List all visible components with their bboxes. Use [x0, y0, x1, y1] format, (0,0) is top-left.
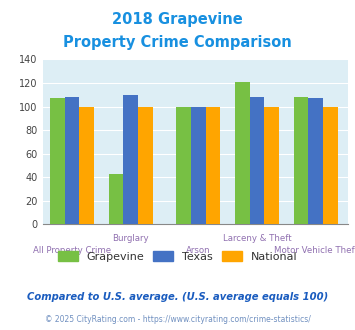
Text: © 2025 CityRating.com - https://www.cityrating.com/crime-statistics/: © 2025 CityRating.com - https://www.city… [45, 315, 310, 324]
Bar [50, 98, 65, 224]
Bar [250, 97, 264, 224]
Bar [264, 107, 279, 224]
Bar [65, 97, 79, 224]
Bar [138, 107, 153, 224]
Bar [308, 98, 323, 224]
Bar [109, 174, 123, 224]
Text: All Property Crime: All Property Crime [33, 246, 111, 255]
Text: Property Crime Comparison: Property Crime Comparison [63, 35, 292, 50]
Bar [123, 95, 138, 224]
Bar [323, 107, 338, 224]
Text: Motor Vehicle Theft: Motor Vehicle Theft [274, 246, 355, 255]
Bar [206, 107, 220, 224]
Text: Larceny & Theft: Larceny & Theft [223, 234, 291, 243]
Bar [176, 107, 191, 224]
Bar [294, 97, 308, 224]
Bar [79, 107, 94, 224]
Legend: Grapevine, Texas, National: Grapevine, Texas, National [53, 247, 302, 267]
Text: 2018 Grapevine: 2018 Grapevine [112, 12, 243, 26]
Text: Burglary: Burglary [112, 234, 149, 243]
Text: Arson: Arson [186, 246, 211, 255]
Text: Compared to U.S. average. (U.S. average equals 100): Compared to U.S. average. (U.S. average … [27, 292, 328, 302]
Bar [235, 82, 250, 224]
Bar [191, 107, 206, 224]
